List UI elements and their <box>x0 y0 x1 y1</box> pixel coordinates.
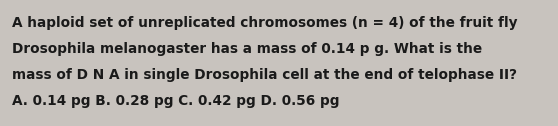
Text: A haploid set of unreplicated chromosomes (n = 4) of the fruit fly: A haploid set of unreplicated chromosome… <box>12 16 517 30</box>
Text: mass of D N A in single Drosophila cell at the end of telophase II?: mass of D N A in single Drosophila cell … <box>12 68 517 82</box>
Text: A. 0.14 pg B. 0.28 pg C. 0.42 pg D. 0.56 pg: A. 0.14 pg B. 0.28 pg C. 0.42 pg D. 0.56… <box>12 94 339 108</box>
Text: Drosophila melanogaster has a mass of 0.14 p g. What is the: Drosophila melanogaster has a mass of 0.… <box>12 42 482 56</box>
